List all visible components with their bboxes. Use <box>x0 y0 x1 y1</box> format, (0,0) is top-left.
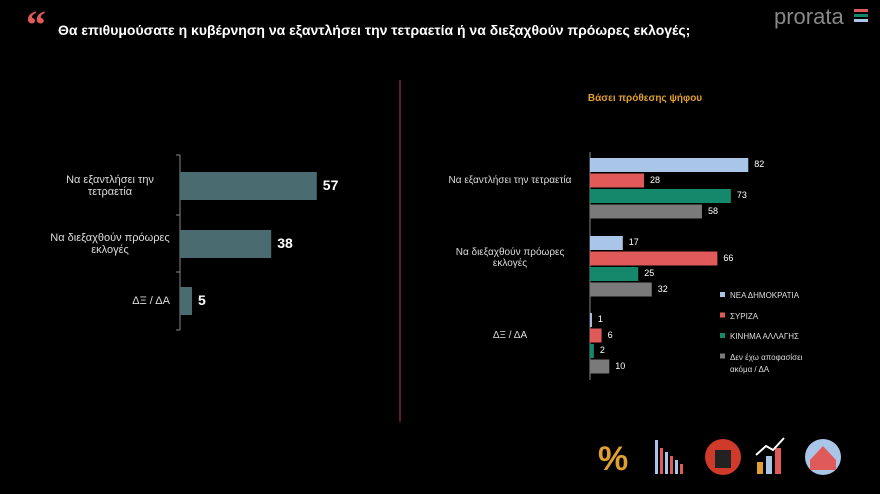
legend-swatch <box>720 312 725 318</box>
value-label: 25 <box>644 268 655 278</box>
bar <box>590 236 623 250</box>
value-label: 17 <box>628 237 639 247</box>
value-label: 28 <box>650 174 661 185</box>
value-label: 57 <box>322 177 339 193</box>
legend-label: ΣΥΡΙΖΑ <box>730 311 759 321</box>
value-label: 10 <box>615 360 626 371</box>
logo: prorata <box>774 4 844 29</box>
legend-swatch <box>720 292 725 297</box>
category-label: ΔΞ / ΔΑ <box>132 295 170 307</box>
category-label: ΔΞ / ΔΑ <box>492 329 528 341</box>
icon-growth <box>755 437 785 474</box>
legend-label: Δεν έχω αποφασίσει ακόμα / ΔΑ <box>730 352 803 374</box>
title: Θα επιθυμούσατε η κυβέρνηση να εξαντλήσε… <box>58 22 691 38</box>
bar <box>590 158 749 172</box>
bar <box>590 189 731 203</box>
bar <box>180 172 317 200</box>
icon-bars <box>655 440 683 474</box>
value-label: 2 <box>599 345 605 355</box>
category-label: Να διεξαχθούν πρόωρες εκλογές <box>455 247 565 270</box>
icon-home <box>810 446 836 470</box>
logo-mark <box>854 14 868 17</box>
icons: % <box>598 437 841 478</box>
bar <box>590 204 702 219</box>
value-label: 5 <box>198 292 206 308</box>
bar <box>590 173 645 188</box>
legend-swatch <box>720 333 725 338</box>
category-label: Να εξαντλήσει την τετραετία <box>448 174 572 186</box>
value-label: 73 <box>736 190 747 200</box>
legend-label: ΝΕΑ ΔΗΜΟΚΡΑΤΙΑ <box>730 291 800 300</box>
bar <box>180 287 192 315</box>
category-label: Να εξαντλήσει την τετραετία <box>66 174 154 198</box>
bar <box>590 344 594 358</box>
bar <box>590 267 639 281</box>
value-label: 6 <box>607 329 613 340</box>
icon-ballot <box>715 450 731 468</box>
value-label: 82 <box>754 159 765 169</box>
value-label: 38 <box>277 235 293 251</box>
value-label: 66 <box>723 252 734 263</box>
logo-mark <box>854 9 868 12</box>
value-label: 58 <box>707 205 718 216</box>
icon-percent: % <box>598 440 628 478</box>
bar <box>180 230 272 258</box>
bar <box>590 251 718 266</box>
category-label: Να διεξαχθούν πρόωρες εκλογές <box>50 232 170 256</box>
logo-mark <box>854 19 868 22</box>
value-label: 1 <box>597 314 603 324</box>
value-label: 32 <box>657 283 668 294</box>
quote-mark: “ <box>26 2 46 47</box>
subtitle: Βάσει πρόθεσης ψήφου <box>587 93 703 104</box>
legend-swatch <box>720 353 725 359</box>
bar <box>590 282 652 297</box>
bar <box>590 328 602 343</box>
bar <box>590 313 592 327</box>
legend-label: ΚΙΝΗΜΑ ΑΛΛΑΓΗΣ <box>730 332 799 341</box>
bar <box>590 359 610 374</box>
